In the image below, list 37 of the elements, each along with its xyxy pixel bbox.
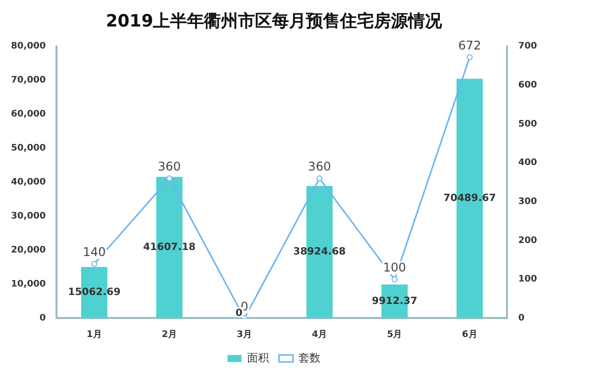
- y-tick-label: 20,000: [10, 246, 46, 256]
- legend-label: 面积: [247, 351, 269, 364]
- y2-tick-label: 0: [518, 314, 524, 324]
- y-tick-label: 70,000: [10, 76, 46, 86]
- chart-title: 2019上半年衢州市区每月预售住宅房源情况: [106, 12, 444, 32]
- x-tick-label: 5月: [386, 328, 402, 340]
- y2-tick-label: 100: [518, 274, 538, 285]
- y2-tick-label: 200: [518, 236, 538, 246]
- x-tick-label: 6月: [462, 328, 478, 340]
- x-tick-label: 4月: [312, 328, 328, 340]
- data-label: 0: [235, 308, 242, 319]
- x-tick-label: 1月: [86, 328, 102, 340]
- x-tick-label: 2月: [162, 328, 177, 340]
- data-label: 360: [158, 160, 181, 174]
- y-tick-label: 60,000: [10, 110, 46, 120]
- data-label: 140: [82, 244, 106, 259]
- point: [166, 175, 172, 182]
- data-label: 100: [383, 260, 406, 274]
- y2-tick-label: 600: [518, 80, 538, 91]
- y-tick-label: 40,000: [10, 178, 46, 188]
- legend-label: 套数: [298, 351, 320, 364]
- y-tick-label: 0: [39, 314, 46, 324]
- point: [316, 175, 323, 182]
- y2-tick-label: 700: [518, 42, 538, 52]
- y-tick-label: 80,000: [10, 42, 46, 52]
- y-tick-label: 10,000: [10, 280, 46, 290]
- y-tick-label: 50,000: [10, 144, 46, 154]
- point: [392, 276, 398, 282]
- y2-tick-label: 300: [518, 197, 538, 208]
- y2-tick-label: 500: [518, 119, 538, 130]
- point: [466, 54, 473, 60]
- data-label: 360: [308, 160, 331, 174]
- y-tick-label: 30,000: [10, 212, 46, 222]
- data-label: 672: [458, 38, 482, 52]
- y2-tick-label: 400: [518, 158, 538, 168]
- x-tick-label: 3月: [236, 328, 252, 340]
- point: [91, 260, 98, 267]
